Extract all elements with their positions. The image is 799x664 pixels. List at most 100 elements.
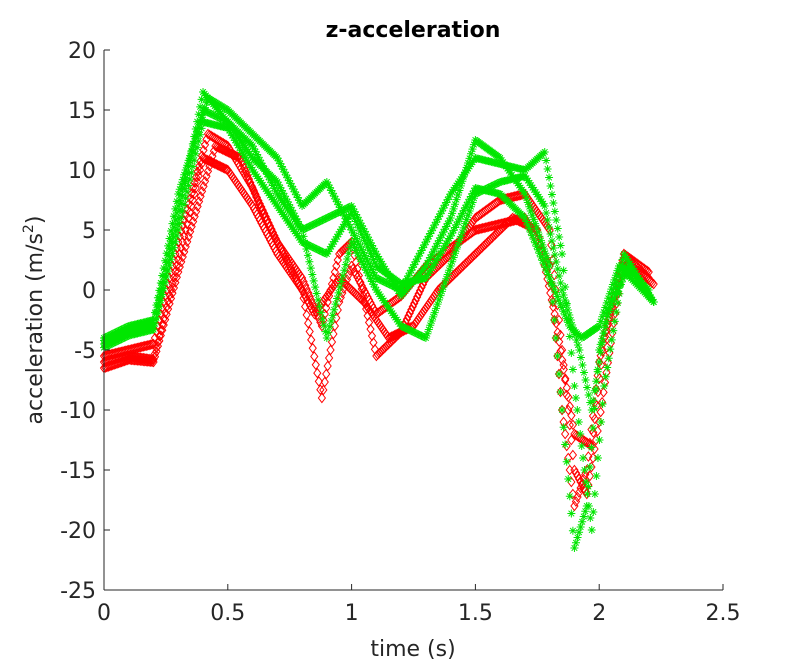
data-point-asterisk: [344, 212, 353, 221]
data-point-asterisk: [575, 346, 584, 354]
data-point-asterisk: [174, 190, 183, 198]
data-point-diamond: [150, 348, 160, 360]
data-point-asterisk: [426, 253, 435, 262]
data-point-asterisk: [567, 509, 576, 518]
data-point-asterisk: [219, 115, 228, 124]
data-point-asterisk: [194, 122, 203, 131]
data-point-asterisk: [351, 210, 360, 219]
data-point-asterisk: [458, 209, 467, 218]
data-point-asterisk: [200, 106, 209, 115]
data-point-asterisk: [346, 243, 355, 252]
data-point-asterisk: [451, 249, 460, 258]
data-point-asterisk: [614, 284, 623, 293]
data-point-asterisk: [600, 382, 609, 390]
data-point-asterisk: [360, 227, 369, 236]
data-point-asterisk: [166, 237, 175, 246]
data-point-asterisk: [277, 162, 286, 171]
data-point-asterisk: [286, 179, 295, 188]
data-point-diamond: [557, 404, 567, 416]
data-point-asterisk: [190, 156, 199, 165]
data-point-asterisk: [330, 210, 339, 219]
y-tick-label: 0: [82, 279, 96, 304]
data-point-asterisk: [456, 232, 465, 241]
data-point-asterisk: [469, 194, 478, 203]
data-point-asterisk: [347, 208, 356, 216]
data-point-asterisk: [465, 206, 474, 215]
data-point-asterisk: [433, 215, 442, 224]
data-point-asterisk: [561, 440, 570, 449]
data-point-asterisk: [229, 133, 238, 142]
data-point-asterisk: [485, 182, 494, 191]
data-point-asterisk: [530, 185, 539, 194]
data-point-asterisk: [493, 179, 502, 188]
data-point-asterisk: [354, 240, 363, 249]
data-point-asterisk: [526, 228, 535, 237]
data-point-asterisk: [356, 254, 365, 263]
data-point-diamond: [599, 387, 608, 398]
data-point-asterisk: [565, 311, 574, 319]
data-point-asterisk: [312, 245, 321, 254]
data-point-asterisk: [421, 262, 430, 270]
data-point-asterisk: [305, 241, 314, 250]
data-point-asterisk: [467, 192, 476, 201]
data-point-asterisk: [410, 328, 419, 337]
data-point-asterisk: [362, 254, 371, 263]
data-point-asterisk: [552, 216, 561, 224]
data-point-asterisk: [546, 182, 555, 190]
data-point-asterisk: [375, 275, 384, 284]
data-point-diamond: [564, 391, 573, 403]
data-point-asterisk: [306, 221, 315, 230]
data-point-asterisk: [188, 145, 197, 154]
data-point-asterisk: [353, 220, 362, 229]
data-point-asterisk: [593, 454, 602, 462]
data-point-asterisk: [363, 269, 372, 278]
data-point-asterisk: [333, 232, 342, 241]
data-point-asterisk: [418, 332, 427, 341]
data-point-asterisk: [318, 314, 327, 323]
data-point-asterisk: [168, 219, 177, 228]
y-tick-label: 10: [68, 159, 96, 184]
data-point-asterisk: [432, 256, 441, 265]
data-point-asterisk: [121, 333, 130, 342]
data-point-asterisk: [385, 280, 394, 289]
data-point-asterisk: [349, 204, 358, 213]
data-point-diamond: [327, 283, 337, 294]
data-point-asterisk: [436, 249, 445, 258]
data-point-asterisk: [421, 238, 430, 246]
data-point-asterisk: [183, 187, 192, 196]
data-point-asterisk: [169, 212, 178, 221]
data-point-asterisk: [318, 247, 327, 256]
data-point-asterisk: [180, 184, 189, 193]
data-point-asterisk: [206, 109, 215, 118]
data-point-diamond: [324, 352, 334, 364]
data-point-diamond: [425, 297, 434, 309]
data-point-asterisk: [556, 279, 565, 287]
data-point-asterisk: [491, 180, 500, 189]
data-point-asterisk: [118, 327, 127, 336]
data-point-asterisk: [169, 223, 178, 232]
data-point-asterisk: [367, 252, 376, 261]
data-point-diamond: [586, 439, 595, 451]
data-point-asterisk: [589, 424, 598, 432]
data-point-asterisk: [543, 216, 552, 224]
data-point-asterisk: [203, 108, 212, 117]
data-point-asterisk: [402, 324, 411, 333]
data-point-asterisk: [356, 242, 365, 251]
data-point-asterisk: [548, 298, 557, 306]
data-point-asterisk: [604, 294, 613, 303]
data-point-asterisk: [522, 194, 531, 203]
data-point-asterisk: [538, 240, 547, 249]
data-point-diamond: [568, 419, 578, 431]
data-point-asterisk: [536, 195, 545, 204]
data-point-asterisk: [549, 199, 558, 207]
data-point-diamond: [222, 146, 232, 157]
data-point-asterisk: [462, 200, 471, 209]
data-point-asterisk: [351, 234, 360, 243]
data-point-asterisk: [299, 225, 308, 234]
data-point-asterisk: [359, 260, 368, 269]
data-point-asterisk: [397, 322, 406, 330]
data-point-diamond: [556, 386, 565, 398]
data-point-asterisk: [446, 232, 455, 240]
data-point-asterisk: [586, 514, 595, 522]
data-point-asterisk: [354, 216, 363, 225]
